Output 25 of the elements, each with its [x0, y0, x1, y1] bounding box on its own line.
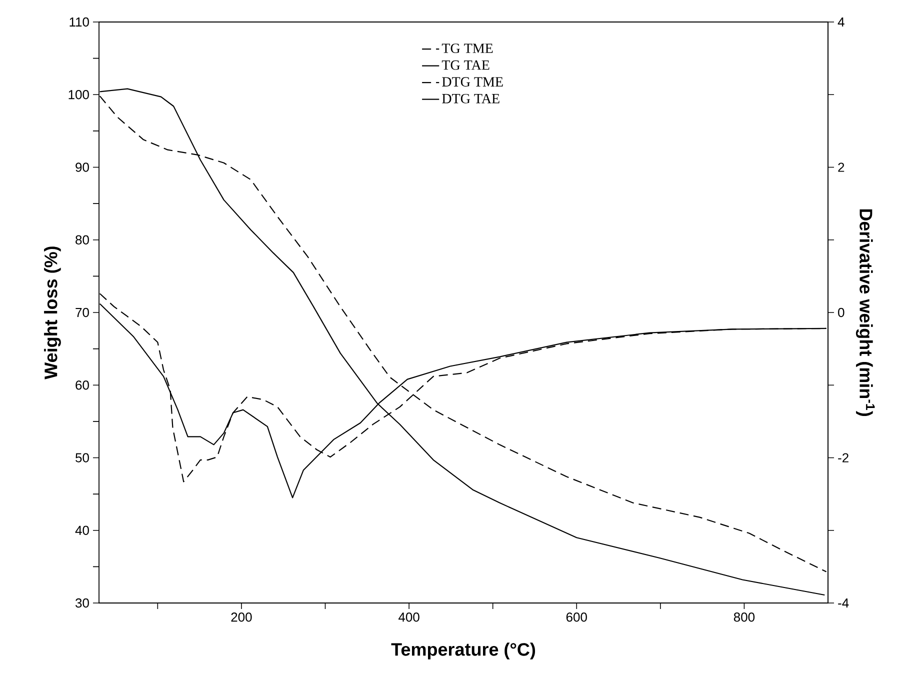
- x-tick-label: 400: [398, 612, 420, 622]
- x-tick-label: 800: [734, 612, 755, 622]
- legend-label: DTG TAE: [442, 94, 500, 104]
- y-tick-label: 40: [75, 526, 89, 535]
- y-tick-label: 70: [76, 308, 89, 318]
- legend-label: TG TME: [442, 44, 493, 54]
- y-tick-label: 90: [76, 162, 89, 172]
- x-tick-label: 600: [566, 612, 587, 622]
- legend-label: TG TAE: [442, 60, 490, 70]
- y2-tick-label: -4: [838, 598, 849, 608]
- y2-tick-label: 0: [838, 308, 844, 318]
- y2-axis-title: Derivative weight (min$^{-1}$): [856, 209, 875, 416]
- x-axis-title: Temperature (°C): [391, 642, 536, 660]
- y-tick-label: 80: [76, 235, 89, 244]
- y-tick-label: 60: [76, 380, 89, 390]
- y-axis-title: Weight loss (%): [44, 246, 61, 380]
- y-tick-label: 110: [70, 17, 89, 27]
- y2-tick-label: -2: [838, 453, 848, 462]
- legend-label: DTG TME: [442, 77, 503, 87]
- y-tick-label: 30: [76, 598, 89, 608]
- x-tick-label: 200: [231, 612, 252, 622]
- y2-tick-label: 2: [838, 162, 844, 172]
- y-tick-label: 100: [68, 90, 89, 100]
- y2-tick-label: 4: [838, 18, 844, 26]
- y-tick-label: 50: [76, 453, 89, 462]
